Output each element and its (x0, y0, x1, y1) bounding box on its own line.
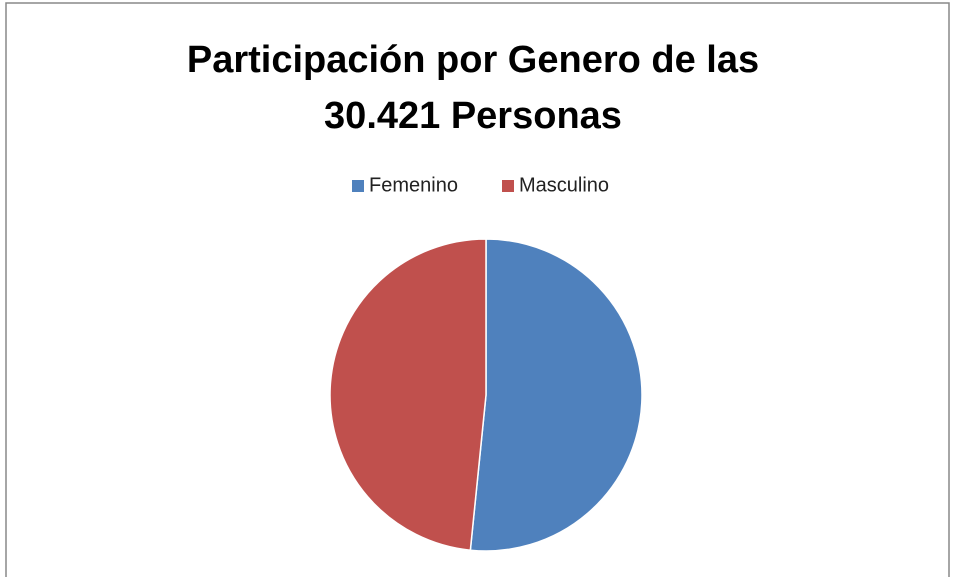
legend-label: Masculino (519, 174, 609, 196)
legend-label: Femenino (369, 174, 458, 196)
pie-slice (469, 238, 643, 552)
chart-title-line: Participación por Genero de las (187, 39, 759, 81)
legend-swatch (352, 180, 364, 192)
legend-swatch (502, 180, 514, 192)
pie-slice (329, 238, 487, 552)
chart-title-line: 30.421 Personas (324, 95, 622, 137)
